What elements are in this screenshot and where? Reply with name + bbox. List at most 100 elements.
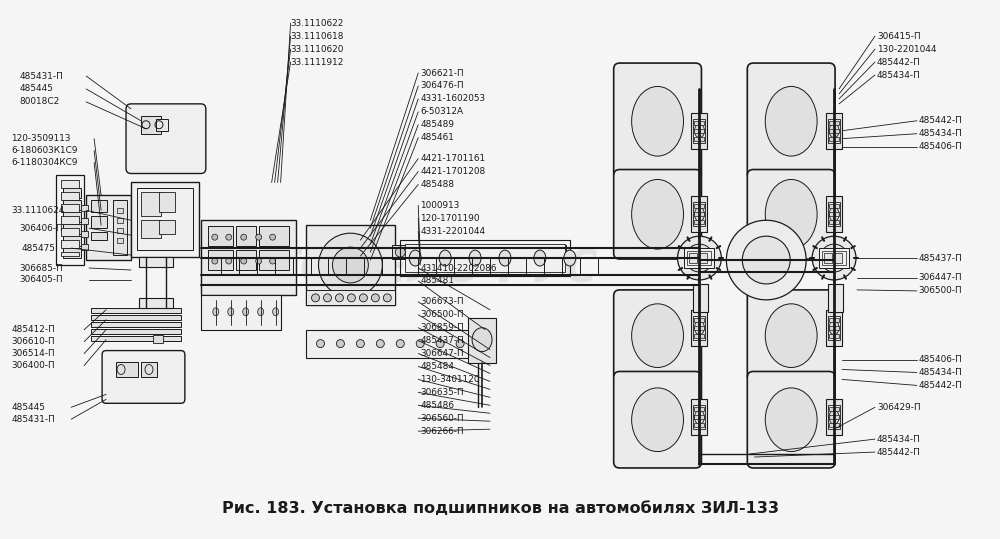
Text: 33.1110622: 33.1110622 [291,19,344,28]
Ellipse shape [456,340,464,348]
Bar [694,137,704,141]
Ellipse shape [258,308,264,316]
Bar [63,248,81,258]
Text: 306610-П: 306610-П [11,337,55,346]
Ellipse shape [475,247,485,257]
Bar [259,250,289,270]
Ellipse shape [765,304,817,368]
Ellipse shape [256,258,262,264]
Text: 485486: 485486 [420,401,454,410]
Text: 485445: 485445 [19,85,53,93]
Bar [61,204,79,212]
Bar [61,240,79,248]
Ellipse shape [312,294,320,302]
Text: 485431-П: 485431-П [19,72,63,80]
Ellipse shape [323,294,331,302]
Text: 306673-П: 306673-П [420,298,464,306]
Ellipse shape [409,250,421,266]
Bar [472,245,488,259]
FancyBboxPatch shape [614,371,701,468]
Bar [694,220,704,224]
Bar [91,329,181,334]
Bar [694,407,704,411]
Bar [828,405,840,429]
Bar [694,334,704,337]
Text: 33.1111912: 33.1111912 [291,58,344,67]
Bar [141,220,161,238]
Text: 485461: 485461 [420,133,454,142]
Bar [159,220,175,234]
Bar [141,116,161,134]
Ellipse shape [439,250,451,266]
Ellipse shape [765,388,817,452]
FancyBboxPatch shape [747,63,835,179]
Bar [153,335,163,343]
Bar [693,405,705,429]
Text: 130-3401120: 130-3401120 [420,375,480,384]
Bar [131,182,199,257]
Bar [691,196,707,232]
Text: 4421-1701208: 4421-1701208 [420,167,485,176]
Bar [113,201,127,255]
Text: 485437-П: 485437-П [420,336,464,345]
Bar [822,251,846,265]
Bar [829,121,839,125]
Text: 4421-1701161: 4421-1701161 [420,154,485,163]
Bar [826,196,842,232]
Ellipse shape [270,258,276,264]
Bar [829,423,839,427]
Bar [687,251,711,265]
Ellipse shape [765,179,817,249]
Text: 485434-П: 485434-П [877,71,921,80]
Text: 306514-П: 306514-П [11,349,55,358]
Ellipse shape [694,410,704,424]
Bar [826,310,842,345]
Text: 485475: 485475 [21,244,55,253]
Text: 1000913: 1000913 [420,201,460,210]
Text: 4331-2201044: 4331-2201044 [420,227,485,236]
Ellipse shape [226,234,232,240]
Bar [392,245,408,259]
Text: 306266-П: 306266-П [420,427,464,436]
Ellipse shape [395,247,405,257]
Bar [432,245,448,259]
Bar [693,202,705,226]
Bar [468,318,496,363]
Text: 306685-П: 306685-П [19,264,63,273]
FancyBboxPatch shape [747,170,835,259]
Bar [829,318,839,322]
Ellipse shape [564,250,576,266]
Ellipse shape [515,247,525,257]
Bar [828,119,840,143]
Text: 306476-П: 306476-П [420,81,464,91]
Bar [684,248,714,268]
Bar [91,308,181,313]
Ellipse shape [243,308,249,316]
Bar [86,195,131,260]
Bar [694,423,704,427]
Text: Рис. 183. Установка подшипников на автомобилях ЗИЛ-133: Рис. 183. Установка подшипников на автом… [222,501,778,516]
Bar [139,257,173,267]
Bar [141,192,161,216]
Bar [694,318,704,322]
Bar [829,137,839,141]
Bar [405,244,565,272]
Text: 306647-П: 306647-П [420,349,464,358]
Bar [56,176,84,265]
Ellipse shape [829,124,839,137]
Text: 306859-П: 306859-П [420,323,464,332]
Bar [826,399,842,435]
Ellipse shape [435,247,445,257]
Text: 485406-П: 485406-П [919,355,963,364]
Bar [159,192,175,212]
Ellipse shape [396,340,404,348]
Text: 306621-П: 306621-П [420,68,464,78]
Text: 120-3509113: 120-3509113 [11,134,71,143]
Text: 485442-П: 485442-П [877,58,921,67]
Text: 485442-П: 485442-П [919,381,963,390]
FancyBboxPatch shape [747,290,835,382]
Bar [91,201,107,212]
Bar [61,228,79,236]
Text: 120-1701190: 120-1701190 [420,214,480,223]
Ellipse shape [347,294,355,302]
